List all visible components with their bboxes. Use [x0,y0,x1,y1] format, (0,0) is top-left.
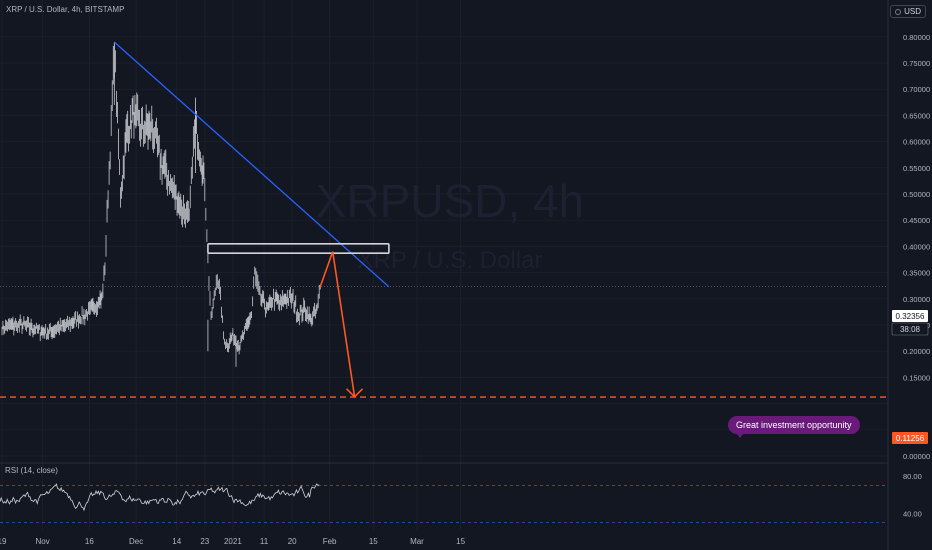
rsi-line [0,483,320,512]
countdown-text: 38:08 [900,325,921,334]
rsi-tick-label: 40.00 [903,509,922,518]
time-tick-label: Feb [323,537,337,546]
downtrend-line[interactable] [113,41,390,288]
currency-label: USD [904,7,921,16]
time-tick-label: 2021 [224,537,242,546]
price-tick-label: 0.35000 [903,269,930,278]
projection-arrowhead [345,388,364,398]
watermark-symbol: XRPUSD, 4h [316,175,584,227]
time-tick-label: Mar [410,537,424,546]
price-series [1,42,321,367]
time-tick-label: 14 [172,537,181,546]
price-tick-label: 0.20000 [903,347,930,356]
resistance-box[interactable] [207,242,390,255]
price-tick-label: 0.40000 [903,242,930,251]
watermark-name: XRP / U.S. Dollar [358,247,543,274]
time-tick-label: 16 [85,537,94,546]
price-tick-label: 0.65000 [903,111,930,120]
price-tick-label: 0.15000 [903,373,930,382]
price-tick-label: 0.00000 [903,452,930,461]
time-tick-label: Dec [129,537,143,546]
price-tick-label: 0.60000 [903,138,930,147]
investment-callout[interactable]: Great investment opportunity [728,416,860,438]
time-tick-label: 19 [0,537,7,546]
price-badges: 0.32356 38:08 0.11256 [891,310,929,444]
current-price-text: 0.32356 [896,312,925,321]
currency-circle-icon [895,8,902,15]
price-tick-label: 0.50000 [903,190,930,199]
price-tick-label: 0.30000 [903,295,930,304]
currency-selector[interactable]: USD [890,5,926,18]
projection-path[interactable] [319,251,356,397]
countdown-badge [891,322,929,336]
grid [0,0,888,530]
price-tick-label: 0.75000 [903,59,930,68]
time-tick-label: 11 [260,537,269,546]
price-tick-label: 0.80000 [903,33,930,42]
price-tick-label: 0.70000 [903,85,930,94]
time-tick-label: 15 [456,537,465,546]
time-tick-label: 15 [369,537,378,546]
rsi-axis: 80.00 40.00 [903,472,922,518]
rsi-tick-label: 80.00 [903,472,922,481]
price-tick-label: 0.45000 [903,216,930,225]
symbol-header[interactable]: XRP / U.S. Dollar, 4h, BITSTAMP [6,5,125,14]
price-tick-label: 0.55000 [903,164,930,173]
target-price-badge [892,432,928,444]
rsi-pane [0,483,888,524]
rsi-indicator-label[interactable]: RSI (14, close) [5,466,58,475]
current-price-badge [892,310,928,322]
target-price-text: 0.11256 [896,434,925,443]
time-tick-label: 23 [200,537,209,546]
time-tick-label: Nov [35,537,49,546]
time-tick-label: 20 [288,537,297,546]
time-axis[interactable]: 19 Nov 16 Dec 14 23 2021 11 20 Feb 15 Mar 15 [0,537,466,546]
